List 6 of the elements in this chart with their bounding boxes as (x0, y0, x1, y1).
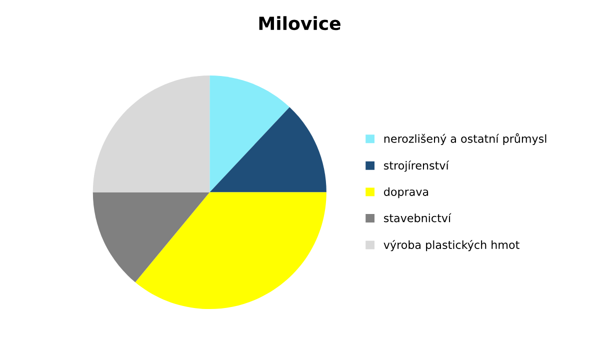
legend-label: nerozlišený a ostatní průmysl (384, 133, 546, 146)
legend-label: doprava (384, 187, 428, 198)
legend-label: stavebnictví (384, 213, 452, 222)
legend-label: strojírenství (384, 160, 450, 172)
chart-title: Milovice (259, 16, 340, 30)
legend-label: výroba plastických hmot (384, 240, 520, 252)
